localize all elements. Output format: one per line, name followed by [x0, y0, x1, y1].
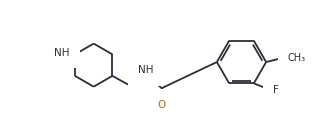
Text: NH: NH — [54, 48, 70, 58]
Text: CH₃: CH₃ — [288, 53, 306, 63]
Text: O: O — [158, 100, 166, 110]
Text: F: F — [273, 84, 279, 95]
Text: NH: NH — [138, 65, 154, 75]
